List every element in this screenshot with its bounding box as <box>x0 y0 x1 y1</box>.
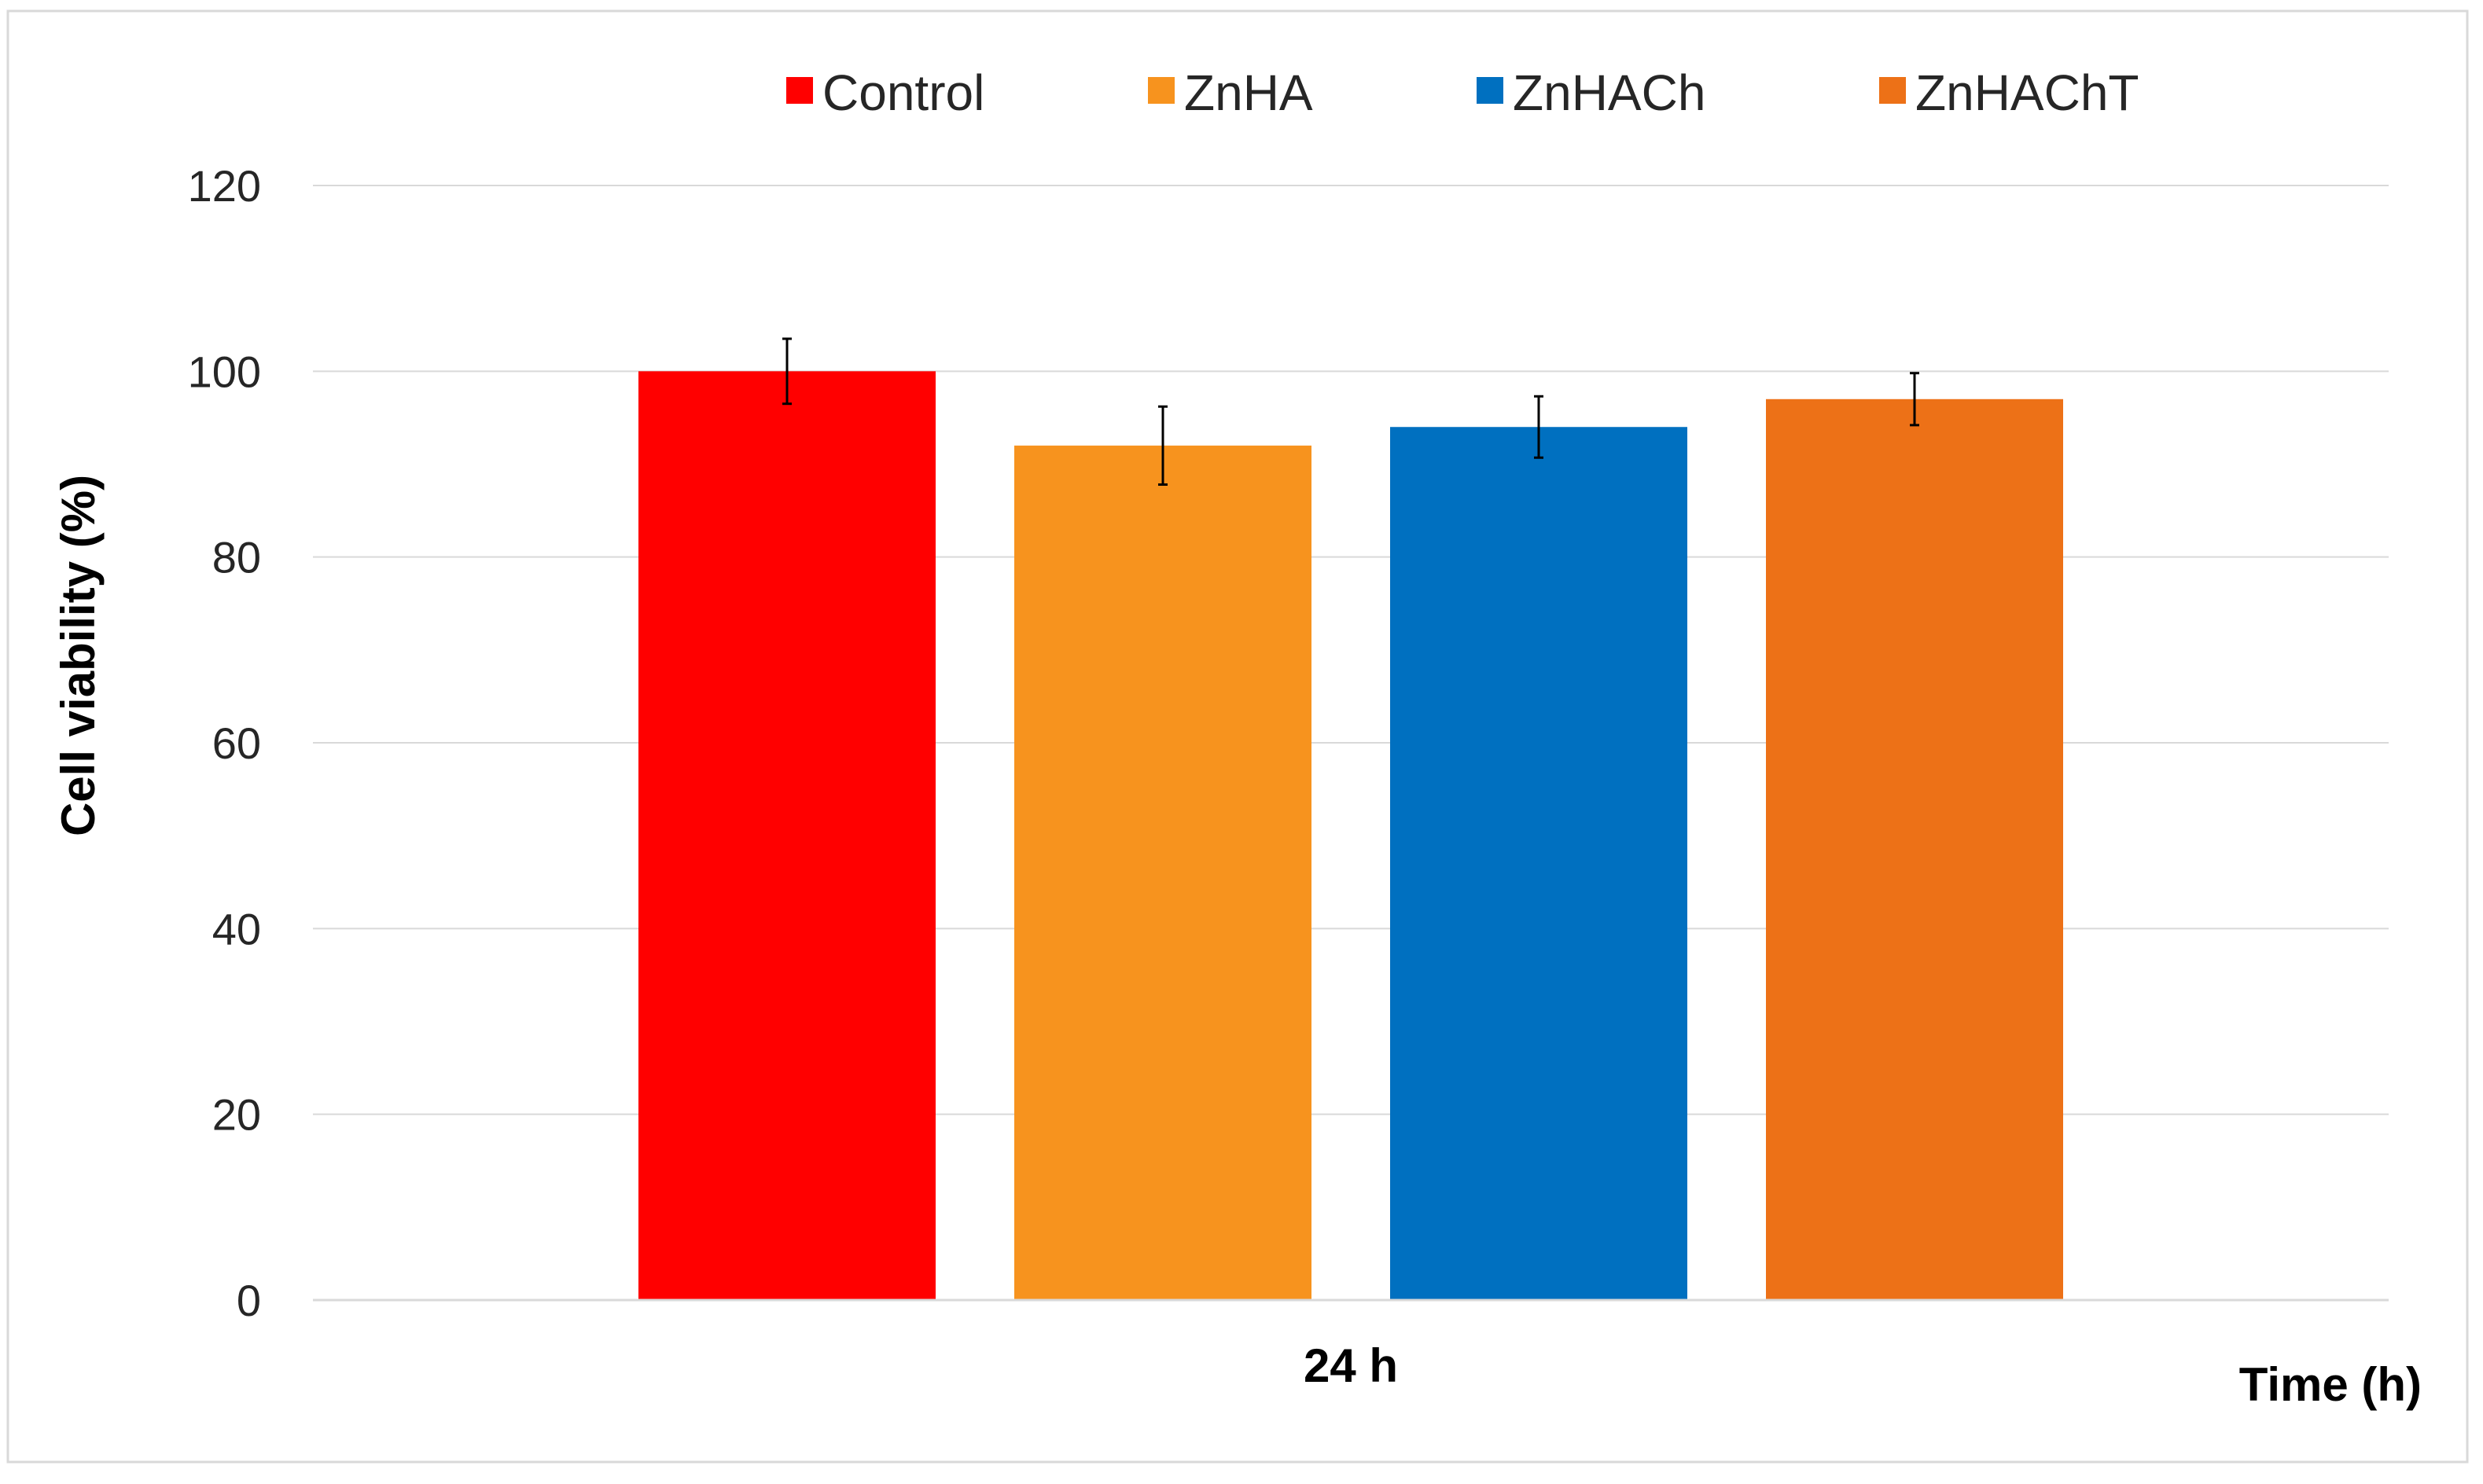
y-tick-label: 100 <box>188 347 261 396</box>
y-tick-label: 120 <box>188 161 261 211</box>
x-axis-title: Time (h) <box>2239 1358 2422 1411</box>
legend-swatch-znha <box>1148 77 1175 104</box>
bars <box>638 337 2063 1300</box>
legend-label-znhacht: ZnHAChT <box>1915 64 2139 121</box>
legend-swatch-znhach <box>1477 77 1503 104</box>
bar-control <box>638 371 936 1300</box>
legend-swatch-control <box>786 77 813 104</box>
y-tick-label: 40 <box>212 904 261 953</box>
legend: Control ZnHA ZnHACh ZnHAChT <box>786 64 2139 121</box>
x-category-label: 24 h <box>1304 1339 1398 1392</box>
bar-znha <box>1014 445 1311 1300</box>
y-tick-label: 0 <box>237 1276 261 1325</box>
y-tick-label: 80 <box>212 533 261 582</box>
legend-swatch-znhacht <box>1879 77 1906 104</box>
bar-znhacht <box>1766 399 2063 1300</box>
legend-label-control: Control <box>822 64 984 121</box>
axes: 0 20 40 60 80 100 120 24 h <box>188 161 2389 1392</box>
y-tick-label: 60 <box>212 718 261 768</box>
y-axis-title: Cell viability (%) <box>52 475 105 836</box>
y-tick-label: 20 <box>212 1090 261 1140</box>
bar-znhach <box>1390 427 1687 1300</box>
legend-label-znha: ZnHA <box>1184 64 1313 121</box>
legend-label-znhach: ZnHACh <box>1513 64 1705 121</box>
